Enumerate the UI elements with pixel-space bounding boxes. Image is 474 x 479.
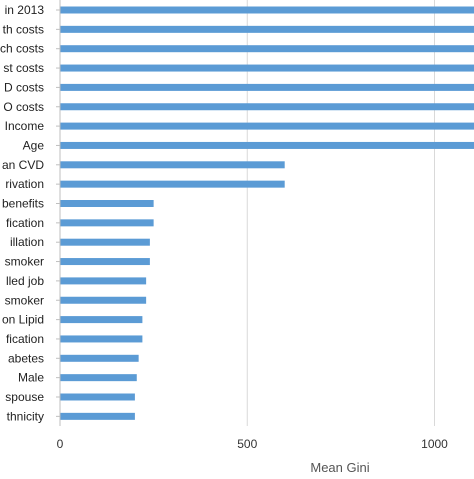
- category-label: abetes: [8, 351, 44, 365]
- bar: [60, 354, 139, 362]
- category-label: th costs: [3, 22, 44, 36]
- bar: [60, 238, 150, 246]
- category-label: Age: [23, 138, 45, 152]
- bars: [60, 6, 474, 420]
- bar: [60, 219, 154, 227]
- category-labels: in 2013 th costs ch costs st costs D costs O …: [0, 3, 44, 423]
- category-label: an CVD: [2, 158, 44, 172]
- bar: [60, 64, 474, 72]
- bar: [60, 180, 285, 188]
- bar: [60, 6, 474, 14]
- category-label: illation: [10, 235, 44, 249]
- bar: [60, 335, 143, 343]
- x-axis-title: Mean Gini: [310, 460, 369, 474]
- bar: [60, 141, 474, 149]
- category-label: lled job: [6, 274, 44, 288]
- category-label: D costs: [4, 80, 44, 94]
- bar: [60, 103, 474, 111]
- bar: [60, 412, 135, 420]
- bar: [60, 258, 150, 266]
- category-label: on Lipid: [2, 313, 44, 327]
- category-label: rivation: [5, 177, 44, 191]
- bar: [60, 161, 285, 169]
- category-label: spouse: [5, 390, 44, 404]
- bar: [60, 393, 135, 401]
- category-label: benefits: [2, 197, 44, 211]
- bar: [60, 296, 147, 304]
- category-label: st costs: [3, 61, 44, 75]
- category-label: O costs: [3, 100, 44, 114]
- bar: [60, 45, 474, 53]
- axes: [56, 0, 61, 426]
- bar: [60, 200, 154, 207]
- bar: [60, 277, 147, 285]
- category-label: fication: [6, 216, 44, 230]
- category-label: smoker: [5, 293, 44, 307]
- category-label: Male: [18, 371, 44, 385]
- bar: [60, 25, 474, 33]
- category-label: smoker: [5, 255, 44, 269]
- x-tick-label: 500: [237, 437, 257, 451]
- bar: [60, 374, 137, 382]
- x-tick-labels: 0500100015002000: [57, 437, 449, 451]
- bar: [60, 316, 143, 324]
- bar: [60, 83, 474, 91]
- x-tick-label: 1000: [421, 437, 448, 451]
- bar: [60, 122, 474, 130]
- category-label: fication: [6, 332, 44, 346]
- x-tick-label: 0: [57, 437, 64, 451]
- category-label: in 2013: [5, 3, 45, 17]
- category-label: Income: [5, 119, 45, 133]
- category-label: ch costs: [0, 42, 44, 56]
- category-label: thnicity: [7, 409, 44, 423]
- gridlines: [246, 0, 435, 426]
